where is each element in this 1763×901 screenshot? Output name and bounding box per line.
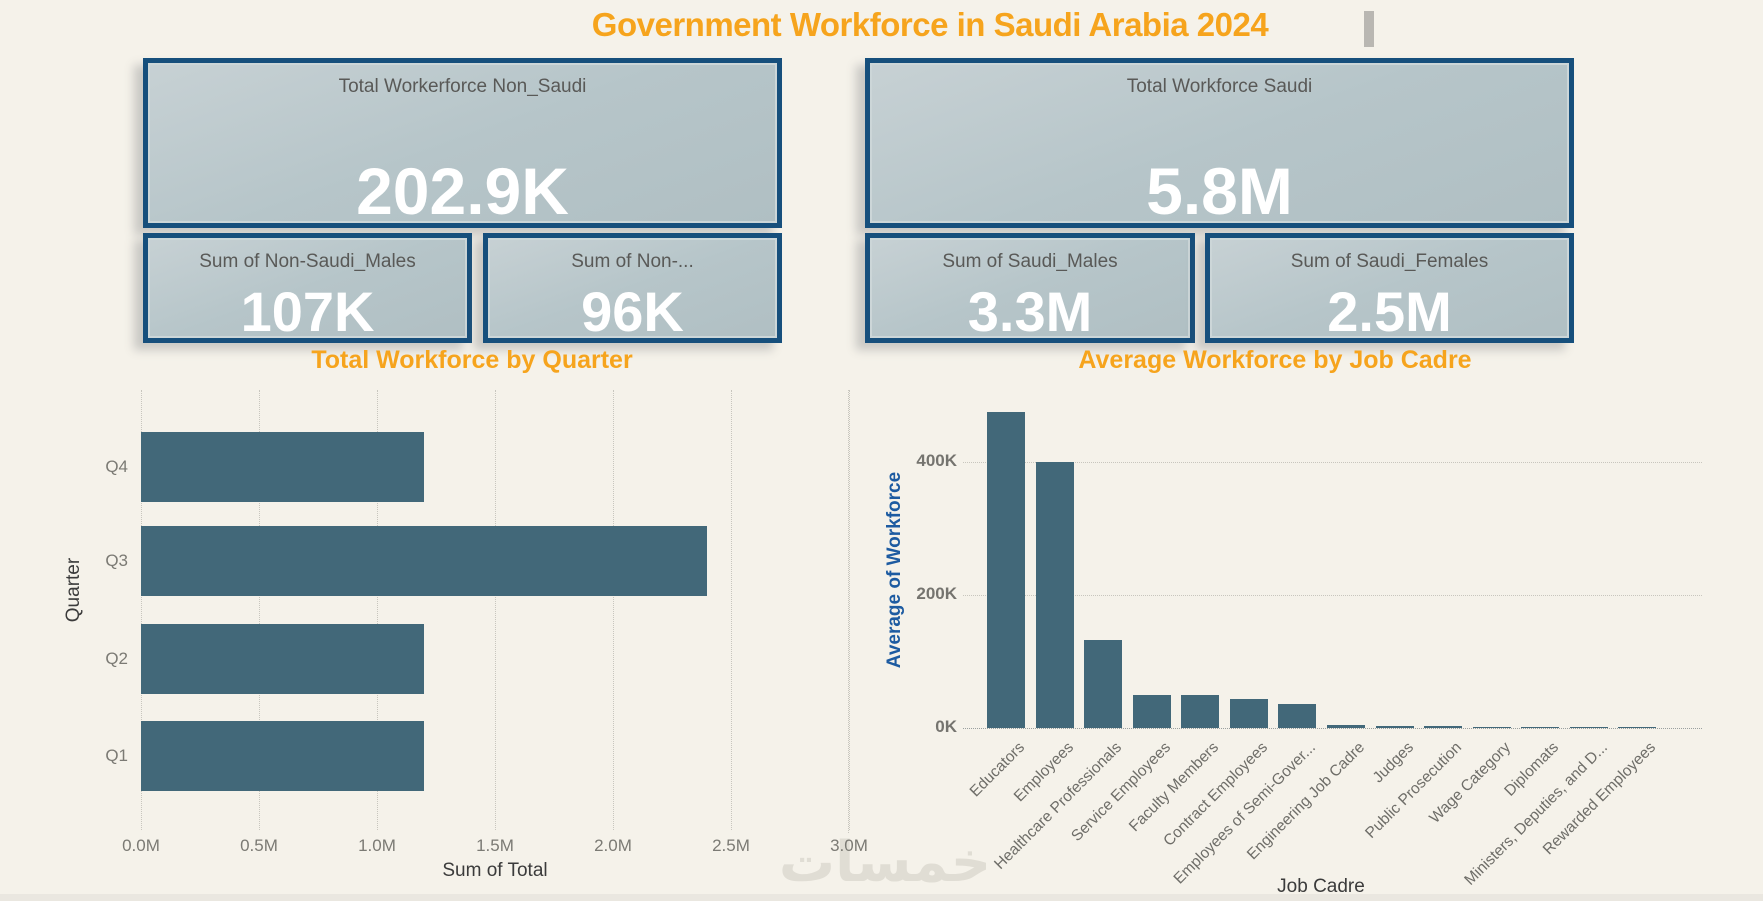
x-gridline	[259, 390, 260, 830]
kpi-value: 202.9K	[356, 154, 569, 228]
kpi-value: 107K	[240, 279, 375, 343]
y-tick-label: 400K	[916, 451, 957, 470]
kpi-card-saudi-females[interactable]: Sum of Saudi_Females 2.5M	[1205, 233, 1574, 343]
kpi-value: 96K	[581, 279, 684, 343]
bar-service-employees[interactable]	[1132, 694, 1171, 728]
x-gridline	[849, 390, 850, 830]
bar-q1[interactable]	[141, 721, 425, 791]
y-axis-line	[848, 390, 849, 833]
x-gridline	[613, 390, 614, 830]
kpi-card-non-saudi-males[interactable]: Sum of Non-Saudi_Males 107K	[143, 233, 472, 343]
y-gridline	[963, 728, 1702, 729]
x-tick-label: 1.5M	[476, 836, 514, 855]
kpi-card-non-saudi-females[interactable]: Sum of Non-... 96K	[483, 233, 782, 343]
quarter-chart-title: Total Workforce by Quarter	[311, 346, 633, 374]
y-gridline	[963, 595, 1702, 596]
bar-healthcare-professionals[interactable]	[1084, 639, 1123, 728]
kpi-title: Sum of Saudi_Males	[942, 251, 1118, 272]
y-tick-label: 0K	[935, 717, 957, 736]
kpi-card-saudi-males[interactable]: Sum of Saudi_Males 3.3M	[865, 233, 1195, 343]
cadre-chart-title: Average Workforce by Job Cadre	[1078, 346, 1472, 374]
kpi-title: Total Workerforce Non_Saudi	[338, 76, 587, 97]
kpi-title: Sum of Non-Saudi_Males	[199, 251, 416, 272]
x-tick-label: 0.5M	[240, 836, 278, 855]
x-gridline	[377, 390, 378, 830]
kpi-title: Total Workforce Saudi	[1126, 76, 1313, 97]
x-tick-label: 3.0M	[830, 836, 868, 855]
y-category-label: Q2	[105, 649, 128, 668]
bar-q3[interactable]	[141, 526, 708, 596]
page-title: Government Workforce in Saudi Arabia 202…	[591, 6, 1269, 43]
bar-wage-category[interactable]	[1472, 726, 1511, 728]
bar-employees-of-semi-gover[interactable]	[1278, 704, 1317, 728]
scrollbar-thumb[interactable]	[1364, 11, 1374, 47]
bar-diplomats[interactable]	[1521, 726, 1560, 728]
x-tick-label: 0.0M	[122, 836, 160, 855]
kpi-value: 5.8M	[1146, 154, 1293, 228]
bar-employees[interactable]	[1035, 462, 1074, 728]
x-tick-label: 2.0M	[594, 836, 632, 855]
x-tick-label: 1.0M	[358, 836, 396, 855]
quarter-x-axis-title: Sum of Total	[442, 860, 548, 881]
kpi-card-total-non-saudi[interactable]: Total Workerforce Non_Saudi 202.9K	[143, 58, 782, 228]
y-category-label: Q4	[105, 457, 128, 476]
bar-public-prosecution[interactable]	[1424, 726, 1463, 728]
bar-q4[interactable]	[141, 432, 425, 502]
y-category-label: Q1	[105, 746, 128, 765]
x-gridline	[495, 390, 496, 830]
x-tick-label: 2.5M	[712, 836, 750, 855]
watermark: خمسات	[778, 830, 992, 895]
x-gridline	[141, 390, 142, 830]
kpi-title: Sum of Non-...	[571, 251, 694, 272]
bar-rewarded-employees[interactable]	[1618, 726, 1657, 728]
x-gridline	[731, 390, 732, 830]
kpi-value: 3.3M	[967, 279, 1093, 343]
y-category-label: Q3	[105, 551, 128, 570]
y-gridline	[963, 462, 1702, 463]
window-bottom-edge	[0, 894, 1763, 901]
kpi-value: 2.5M	[1327, 279, 1452, 343]
bar-faculty-members[interactable]	[1181, 694, 1220, 728]
kpi-title: Sum of Saudi_Females	[1290, 251, 1489, 272]
bar-engineering-job-cadre[interactable]	[1326, 724, 1365, 728]
bar-q2[interactable]	[141, 624, 425, 694]
kpi-card-total-saudi[interactable]: Total Workforce Saudi 5.8M	[865, 58, 1574, 228]
y-tick-label: 200K	[916, 584, 957, 603]
cadre-x-axis-title: Job Cadre	[1277, 876, 1365, 897]
bar-judges[interactable]	[1375, 726, 1414, 728]
bar-ministers-deputies-and-d[interactable]	[1569, 726, 1608, 728]
bar-educators[interactable]	[987, 412, 1025, 728]
bar-contract-employees[interactable]	[1229, 699, 1268, 728]
